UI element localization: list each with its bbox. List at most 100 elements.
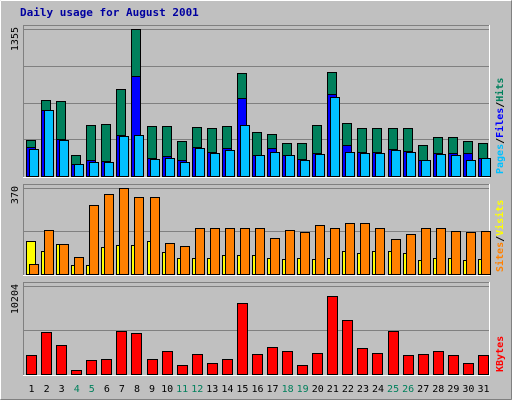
bar-pages-day-1: [29, 149, 39, 177]
bar-kbytes-day-26: [403, 355, 414, 375]
panel-kbytes: 10204 KBytes: [10, 282, 506, 376]
bar-kbytes-day-8: [131, 333, 142, 375]
x-tick-label: 4: [74, 384, 80, 395]
x-tick-label: 15: [236, 384, 248, 395]
bar-pages-day-24: [375, 153, 385, 177]
bar-sites-day-8: [134, 197, 144, 275]
bar-sites-day-9: [150, 197, 160, 275]
bar-kbytes-day-15: [237, 303, 248, 375]
x-tick-label: 12: [191, 384, 203, 395]
bar-sites-day-20: [315, 225, 325, 275]
y-max-label: 370: [10, 186, 21, 204]
bar-pages-day-11: [180, 162, 190, 177]
bar-sites-day-16: [255, 228, 265, 275]
bar-kbytes-day-16: [252, 354, 263, 375]
bar-pages-day-14: [225, 150, 235, 177]
x-tick-label: 27: [417, 384, 429, 395]
legend-entry: /: [495, 236, 506, 242]
bar-pages-day-3: [59, 140, 69, 177]
bar-kbytes-day-24: [372, 353, 383, 375]
x-tick-label: 23: [357, 384, 369, 395]
bar-kbytes-day-1: [26, 355, 37, 375]
bar-sites-day-24: [375, 228, 385, 275]
bar-pages-day-15: [240, 125, 250, 177]
bar-pages-day-20: [315, 154, 325, 177]
bar-pages-day-17: [270, 152, 280, 177]
bar-kbytes-day-11: [177, 365, 188, 375]
series-kbytes: [26, 296, 489, 375]
x-tick-label: 21: [327, 384, 339, 395]
bar-kbytes-day-25: [388, 331, 399, 375]
bar-sites-day-17: [270, 238, 280, 275]
bar-sites-day-14: [225, 228, 235, 275]
bar-sites-day-11: [180, 246, 190, 275]
bar-pages-day-31: [481, 158, 491, 177]
legend-entry: KBytes: [495, 336, 506, 372]
bar-sites-day-10: [165, 243, 175, 275]
x-tick-label: 2: [44, 384, 50, 395]
series-pages: [29, 97, 491, 177]
bar-sites-day-15: [240, 228, 250, 275]
bar-kbytes-day-28: [433, 351, 444, 375]
x-tick-label: 3: [59, 384, 65, 395]
x-tick-label: 19: [297, 384, 309, 395]
bar-pages-day-5: [89, 162, 99, 177]
panel-visits-sites: 370 Sites/Visits: [10, 184, 506, 276]
bar-sites-day-18: [285, 230, 295, 275]
chart-title: Daily usage for August 2001: [20, 6, 199, 19]
x-tick-label: 7: [119, 384, 125, 395]
bar-pages-day-19: [300, 160, 310, 177]
bar-pages-day-7: [119, 136, 129, 177]
bar-pages-day-12: [195, 148, 205, 177]
x-tick-label: 28: [432, 384, 444, 395]
bar-pages-day-23: [360, 153, 370, 177]
bar-pages-day-9: [150, 159, 160, 177]
bar-sites-day-23: [360, 223, 370, 275]
bar-pages-day-18: [285, 155, 295, 177]
bar-pages-day-8: [134, 135, 144, 177]
bar-kbytes-day-6: [101, 359, 112, 375]
bar-kbytes-day-20: [312, 353, 323, 375]
bar-sites-day-19: [300, 232, 310, 275]
bar-kbytes-day-2: [41, 332, 52, 375]
bar-pages-day-13: [210, 153, 220, 177]
bar-kbytes-day-18: [282, 351, 293, 375]
x-tick-label: 8: [134, 384, 140, 395]
bar-kbytes-day-12: [192, 354, 203, 375]
bar-sites-day-31: [481, 231, 491, 275]
bar-kbytes-day-30: [463, 363, 474, 375]
bar-kbytes-day-19: [297, 365, 308, 375]
bar-sites-day-1: [29, 264, 39, 275]
legend-entry: Visits: [494, 200, 506, 236]
bar-kbytes-day-13: [207, 363, 218, 375]
bar-sites-day-25: [391, 239, 401, 275]
bar-kbytes-day-17: [267, 347, 278, 375]
legend-entry: Files: [494, 108, 506, 138]
x-tick-label: 9: [149, 384, 155, 395]
legend-entry: /: [495, 138, 506, 144]
x-tick-label: 5: [89, 384, 95, 395]
bar-kbytes-day-22: [342, 320, 353, 375]
panel-legend: Pages/Files/Hits: [494, 78, 506, 174]
legend-entry: /: [495, 102, 506, 108]
bar-sites-day-28: [436, 228, 446, 275]
bar-pages-day-10: [165, 158, 175, 177]
bar-pages-day-16: [255, 155, 265, 177]
bar-sites-day-12: [195, 228, 205, 275]
bar-pages-day-6: [104, 162, 114, 177]
bar-kbytes-day-7: [116, 331, 127, 375]
bar-kbytes-day-3: [56, 345, 67, 375]
x-tick-label: 10: [161, 384, 173, 395]
x-tick-label: 22: [342, 384, 354, 395]
bar-sites-day-30: [466, 232, 476, 275]
x-tick-label: 25: [387, 384, 399, 395]
bar-kbytes-day-29: [448, 355, 459, 375]
y-max-label: 10204: [10, 284, 21, 314]
bar-sites-day-22: [345, 223, 355, 275]
x-axis-day-labels: 1 2 3 4 5 6 7 8 9 10 11 12 13 14 15 16 17 18 19 20 21 22 23 24 2…: [29, 384, 490, 395]
bar-pages-day-27: [421, 160, 431, 177]
panel-legend: Sites/Visits: [494, 200, 506, 272]
bar-kbytes-day-4: [71, 370, 82, 375]
